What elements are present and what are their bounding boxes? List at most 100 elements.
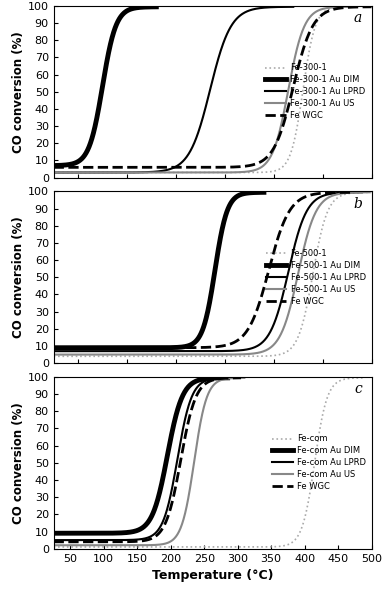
Fe-500-1 Au DIM (51, 344, 56, 351)
Fe-300-1 Au LPRD (167, 166, 171, 173)
Fe-com Au LPRD (138, 536, 143, 543)
Fe-300-1 Au DIM (101, 80, 105, 87)
Fe WGC (193, 344, 198, 351)
Fe-com Au DIM (146, 519, 150, 526)
Fe WGC (213, 343, 217, 350)
Fe-500-1 Au US (360, 189, 364, 196)
Fe-com Au DIM (51, 530, 56, 537)
Line: Fe WGC: Fe WGC (54, 192, 352, 348)
Fe-com Au US (51, 542, 56, 549)
Line: Fe-300-1 Au US: Fe-300-1 Au US (54, 7, 352, 172)
Line: Fe WGC: Fe WGC (54, 7, 372, 168)
Fe-500-1 Au DIM (151, 344, 156, 351)
Fe WGC (239, 374, 243, 381)
Fe-300-1 Au DIM (154, 4, 159, 11)
Fe-500-1 (202, 353, 207, 360)
Fe-com Au LPRD (228, 374, 232, 381)
Line: Fe-com Au DIM: Fe-com Au DIM (54, 378, 228, 533)
Fe-300-1 Au LPRD (194, 135, 198, 142)
Fe-500-1 Au US (310, 216, 315, 223)
Fe WGC (141, 537, 146, 544)
Fe-300-1 Au LPRD (248, 6, 252, 14)
Fe-300-1 Au US (229, 169, 234, 176)
Fe WGC (195, 344, 200, 351)
Line: Fe-300-1: Fe-300-1 (54, 7, 352, 172)
Fe-com Au US (242, 374, 247, 381)
Fe-com Au LPRD (159, 522, 164, 529)
Fe-500-1 Au DIM (262, 189, 266, 196)
Fe WGC (51, 538, 56, 545)
Fe-com Au US (237, 375, 242, 382)
Fe WGC (223, 163, 228, 171)
Fe-300-1 Au LPRD (285, 4, 290, 11)
Fe-com Au US (208, 387, 212, 394)
Fe-500-1 Au US (222, 351, 227, 358)
Fe-300-1 Au LPRD (291, 4, 296, 11)
Fe-com (363, 374, 367, 381)
Fe WGC (202, 164, 207, 171)
Line: Fe WGC: Fe WGC (54, 378, 241, 542)
Fe-500-1 Au LPRD (359, 189, 364, 196)
Fe WGC (350, 189, 354, 196)
Line: Fe-500-1 Au DIM: Fe-500-1 Au DIM (54, 192, 264, 348)
Fe-com Au LPRD (232, 374, 237, 381)
Fe-500-1 (51, 353, 56, 360)
Fe WGC (140, 537, 145, 545)
Fe-300-1 (213, 169, 217, 176)
Fe-com Au DIM (155, 498, 159, 505)
Y-axis label: CO conversion (%): CO conversion (%) (12, 402, 25, 524)
Line: Fe-500-1: Fe-500-1 (54, 192, 372, 356)
Fe-500-1 Au US (239, 351, 244, 358)
Fe-300-1 Au LPRD (181, 158, 186, 165)
Fe-300-1 (193, 169, 198, 176)
Fe-com (306, 496, 311, 503)
Fe-300-1 (350, 4, 354, 11)
Fe-com Au LPRD (137, 536, 142, 543)
Fe-500-1 Au US (51, 351, 56, 358)
Fe-com Au US (142, 542, 147, 549)
Fe-300-1 Au US (195, 169, 200, 176)
Fe-500-1 Au LPRD (304, 209, 308, 216)
Fe-500-1 Au LPRD (51, 348, 56, 355)
Fe-com (51, 543, 56, 550)
Fe-com (201, 543, 206, 550)
Fe WGC (234, 374, 239, 381)
Fe-300-1 (229, 169, 234, 176)
Fe-500-1 Au LPRD (352, 189, 357, 196)
Y-axis label: CO conversion (%): CO conversion (%) (12, 31, 25, 153)
Fe WGC (312, 20, 316, 27)
Fe-500-1 (369, 189, 374, 196)
Fe-500-1 (204, 353, 209, 360)
Line: Fe-com Au LPRD: Fe-com Au LPRD (54, 378, 234, 540)
Fe-300-1 Au LPRD (51, 169, 56, 176)
Fe-com Au DIM (135, 527, 140, 534)
Y-axis label: CO conversion (%): CO conversion (%) (12, 217, 25, 338)
Fe-300-1 (195, 169, 200, 176)
Fe-300-1 Au LPRD (165, 166, 170, 173)
Fe-500-1 Au LPRD (218, 348, 223, 355)
Fe WGC (153, 533, 157, 540)
Fe-com Au LPRD (149, 533, 154, 540)
Fe-500-1 Au LPRD (198, 348, 202, 355)
Fe-300-1 Au US (51, 169, 56, 176)
Fe-com (355, 375, 360, 382)
Fe-500-1 Au LPRD (235, 347, 239, 354)
Text: c: c (354, 382, 362, 396)
Legend: Fe-500-1, Fe-500-1 Au DIM, Fe-500-1 Au LPRD, Fe-500-1 Au US, Fe WGC: Fe-500-1, Fe-500-1 Au DIM, Fe-500-1 Au L… (264, 247, 367, 307)
Fe-500-1 (312, 263, 316, 270)
Fe-500-1 Au DIM (257, 189, 261, 196)
X-axis label: Temperature (°C): Temperature (°C) (152, 569, 273, 582)
Fe-500-1 Au US (367, 189, 372, 196)
Fe-300-1 Au DIM (51, 162, 56, 169)
Fe-300-1 Au US (350, 4, 354, 11)
Line: Fe-com: Fe-com (54, 378, 365, 547)
Line: Fe-300-1 Au LPRD: Fe-300-1 Au LPRD (54, 7, 293, 172)
Fe-500-1 Au DIM (152, 344, 157, 351)
Legend: Fe-300-1, Fe-300-1 Au DIM, Fe-300-1 Au LPRD, Fe-300-1 Au US, Fe WGC: Fe-300-1, Fe-300-1 Au DIM, Fe-300-1 Au L… (264, 62, 367, 122)
Line: Fe-com Au US: Fe-com Au US (54, 378, 244, 545)
Fe WGC (369, 4, 374, 11)
Fe-300-1 (342, 4, 347, 11)
Fe-500-1 Au DIM (224, 211, 228, 218)
Fe-com Au US (154, 541, 159, 548)
Text: a: a (354, 11, 362, 25)
